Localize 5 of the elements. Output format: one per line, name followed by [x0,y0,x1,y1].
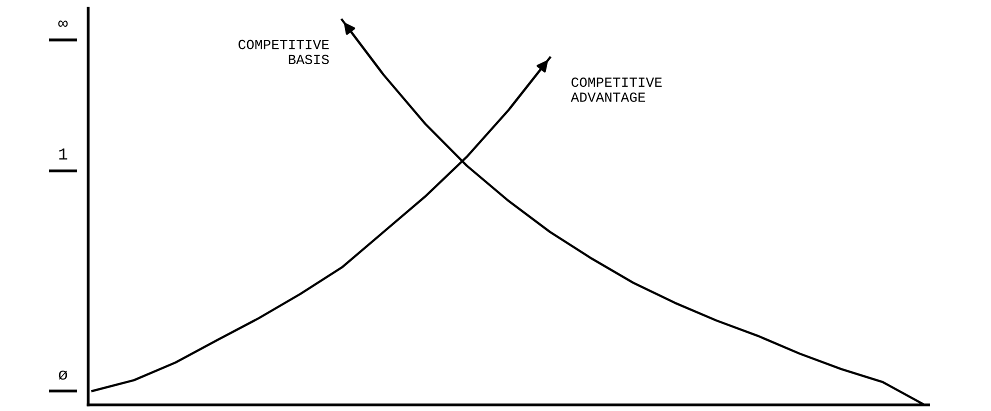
text: 1 [59,148,68,160]
text: ø [58,370,68,380]
text: ∞ [58,20,68,27]
series-label: COMPETITIVE BASIS [238,40,329,64]
text: COMPETITIVE ADVANTAGE [570,78,662,102]
